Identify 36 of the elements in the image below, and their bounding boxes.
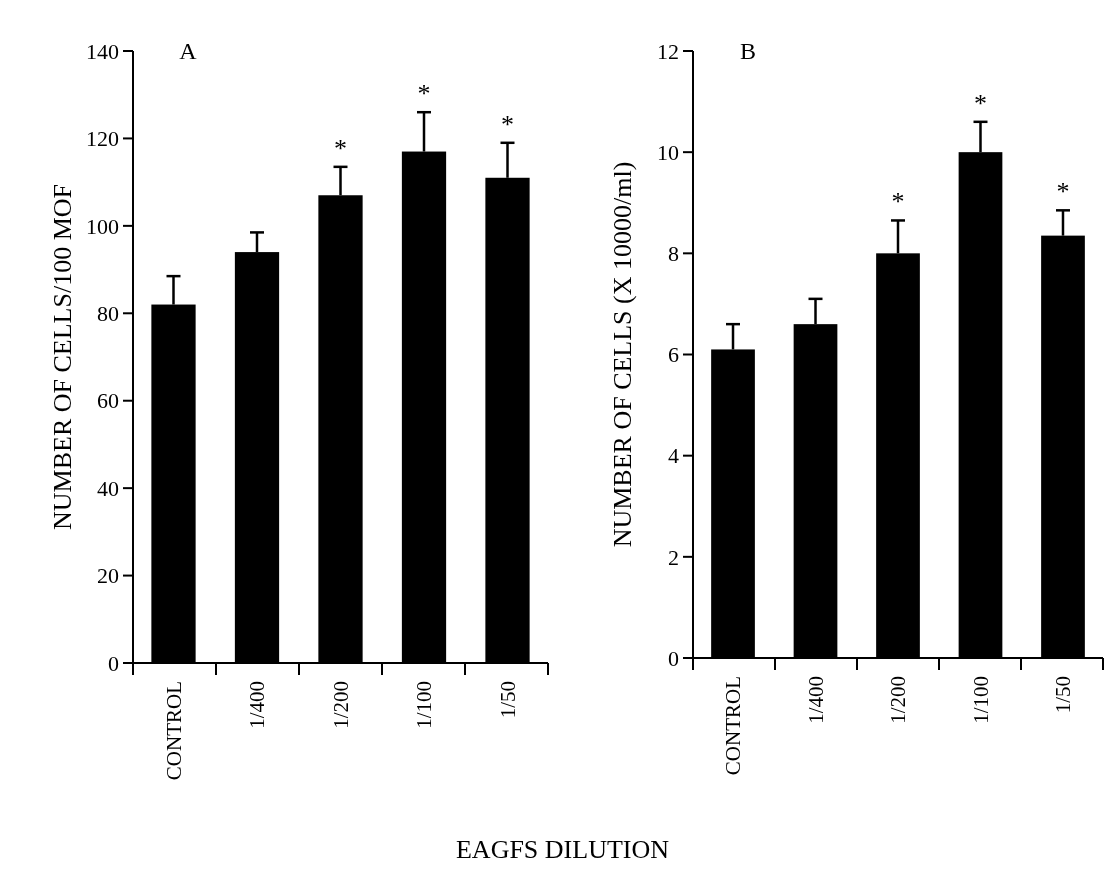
annotation: *: [417, 79, 431, 109]
y-tick-label: 8: [668, 241, 679, 267]
x-axis-title: EAGFS DILUTION: [455, 835, 670, 864]
y-tick-label: 40: [97, 475, 119, 501]
annotation: *: [501, 109, 514, 139]
x-tick-label: 1/50: [495, 681, 520, 719]
y-tick-label: 10: [657, 139, 679, 165]
y-tick-label: 80: [97, 300, 119, 326]
y-tick-label: 100: [86, 213, 119, 239]
x-tick-label: 1/200: [328, 681, 353, 729]
y-tick-label: 60: [97, 388, 119, 414]
y-axis-title: NUMBER OF CELLS (X 10000/ml): [608, 161, 637, 548]
y-tick-label: 0: [108, 650, 119, 676]
y-tick-label: 20: [97, 563, 119, 589]
x-tick-label: CONTROL: [161, 681, 186, 781]
y-tick-label: 140: [86, 38, 119, 64]
annotation: *: [891, 187, 905, 217]
annotation: *: [334, 133, 347, 163]
y-tick-label: 4: [668, 443, 679, 469]
x-tick-label: 1/50: [1051, 676, 1076, 714]
y-tick-label: 2: [668, 544, 679, 570]
y-tick-label: 120: [86, 126, 119, 152]
x-tick-label: 1/400: [803, 676, 828, 724]
y-axis-title: NUMBER OF CELLS/100 MOF: [48, 184, 77, 530]
y-tick-label: 0: [668, 645, 679, 671]
y-tick-label: 6: [668, 342, 679, 368]
annotation: *: [973, 88, 987, 118]
annotation: *: [1056, 177, 1070, 207]
x-tick-label: 1/100: [412, 681, 437, 729]
chart-title: A: [179, 38, 198, 64]
x-tick-label: 1/400: [245, 681, 270, 729]
x-tick-label: 1/200: [886, 676, 911, 724]
y-tick-label: 12: [657, 38, 679, 64]
chart-title: B: [739, 38, 757, 64]
x-tick-label: 1/100: [968, 676, 993, 724]
x-tick-label: CONTROL: [721, 676, 746, 776]
